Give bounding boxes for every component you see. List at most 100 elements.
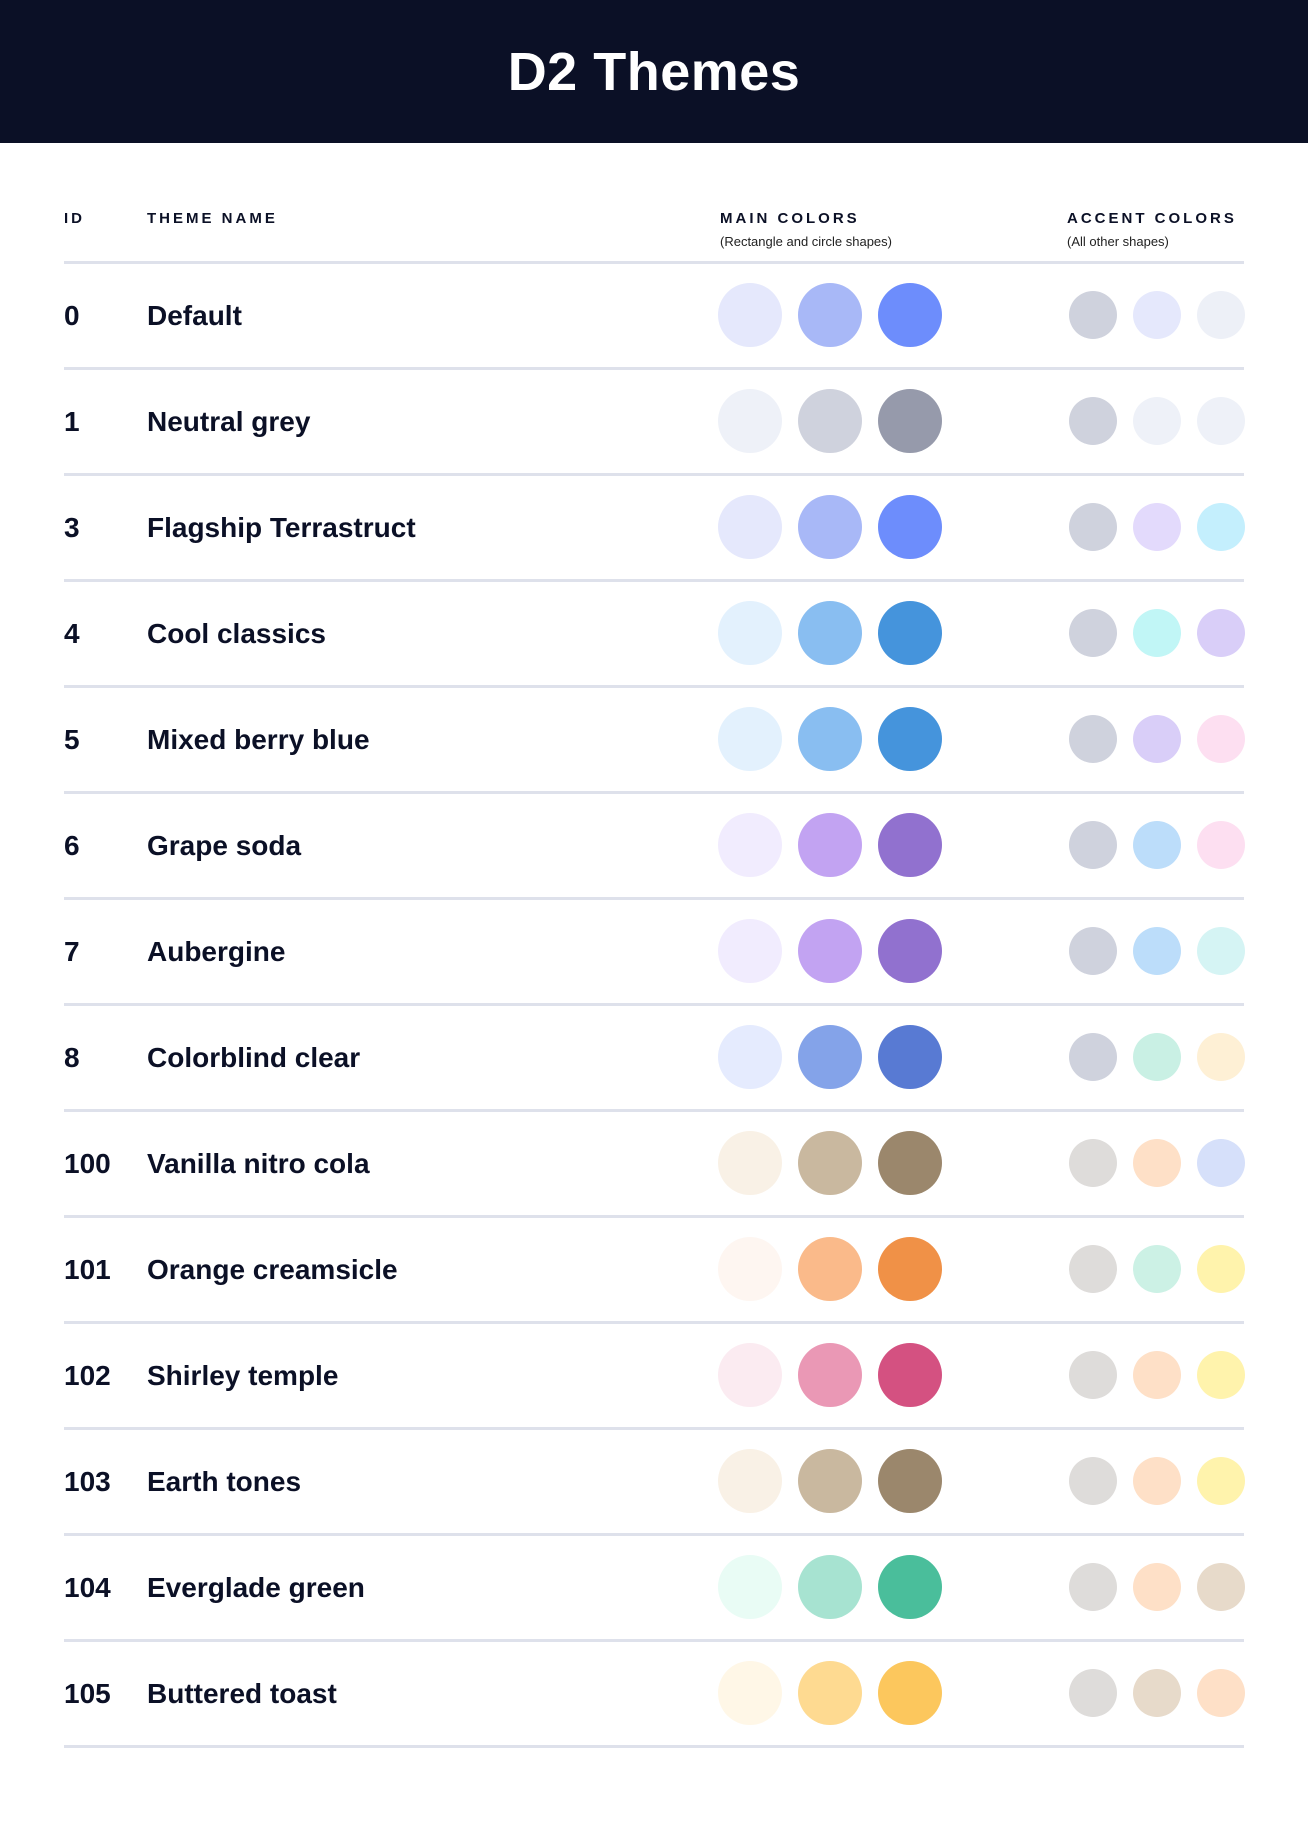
main-color-swatch [718,707,782,771]
main-color-swatch [798,495,862,559]
accent-color-swatch [1133,1457,1181,1505]
column-header-main-colors: MAIN COLORS [720,210,860,227]
table-row: 100 Vanilla nitro cola [64,1112,1245,1218]
main-color-swatch [878,389,942,453]
main-color-swatch [718,919,782,983]
main-color-swatch [878,813,942,877]
main-color-swatch [718,1661,782,1725]
table-row: 104 Everglade green [64,1536,1245,1642]
accent-color-swatch [1197,291,1245,339]
accent-color-swatch [1069,821,1117,869]
theme-name: Grape soda [147,830,302,861]
theme-id: 7 [64,936,80,967]
main-color-swatch [798,1661,862,1725]
accent-color-swatch [1197,1563,1245,1611]
accent-color-swatch [1069,1669,1117,1717]
main-color-swatch [878,1343,942,1407]
accent-colors-subtitle: (All other shapes) [1067,234,1169,249]
main-color-swatch [718,495,782,559]
main-colors [718,1555,942,1619]
page-header: D2 Themes [0,0,1308,143]
table-header: ID THEME NAME MAIN COLORS (Rectangle and… [64,208,1244,264]
accent-color-swatch [1069,1563,1117,1611]
accent-colors [1069,1563,1245,1611]
main-color-swatch [798,389,862,453]
main-colors [718,813,942,877]
accent-color-swatch [1133,503,1181,551]
main-color-swatch [878,707,942,771]
table-row: 101 Orange creamsicle [64,1218,1245,1324]
accent-color-swatch [1197,1245,1245,1293]
theme-id: 3 [64,512,80,543]
accent-colors [1069,503,1245,551]
theme-id: 100 [64,1148,111,1179]
main-color-swatch [798,919,862,983]
main-colors [718,1661,942,1725]
accent-color-swatch [1197,1457,1245,1505]
table-row: 8 Colorblind clear [64,1006,1245,1112]
theme-table: 0 Default 1 Neutral grey 3 Flagship Terr… [64,264,1245,1748]
main-color-swatch [718,601,782,665]
main-color-swatch [798,707,862,771]
main-color-swatch [718,1343,782,1407]
theme-name: Default [147,300,242,331]
theme-id: 6 [64,830,80,861]
theme-id: 104 [64,1572,111,1603]
accent-color-swatch [1133,291,1181,339]
theme-name: Buttered toast [147,1678,337,1709]
accent-colors [1069,1351,1245,1399]
theme-name: Neutral grey [147,406,311,437]
accent-color-swatch [1197,397,1245,445]
accent-colors [1069,609,1245,657]
theme-name: Earth tones [147,1466,302,1497]
theme-name: Flagship Terrastruct [147,512,416,543]
main-colors [718,1025,942,1089]
main-color-swatch [798,1131,862,1195]
accent-color-swatch [1133,1669,1181,1717]
accent-color-swatch [1069,1457,1117,1505]
main-colors [718,707,942,771]
accent-color-swatch [1133,821,1181,869]
main-colors [718,389,942,453]
accent-colors [1069,1033,1245,1081]
main-color-swatch [798,1343,862,1407]
theme-name: Everglade green [147,1572,365,1603]
main-colors [718,495,942,559]
accent-colors [1069,1669,1245,1717]
accent-color-swatch [1133,1563,1181,1611]
table-row: 3 Flagship Terrastruct [64,476,1245,582]
main-color-swatch [718,1237,782,1301]
accent-color-swatch [1133,1033,1181,1081]
accent-colors [1069,1139,1245,1187]
table-row: 0 Default [64,264,1245,370]
accent-color-swatch [1133,1139,1181,1187]
theme-name: Vanilla nitro cola [147,1148,370,1179]
accent-color-swatch [1197,503,1245,551]
table-row: 4 Cool classics [64,582,1245,688]
table-row: 1 Neutral grey [64,370,1245,476]
accent-color-swatch [1069,1139,1117,1187]
main-color-swatch [798,1025,862,1089]
main-color-swatch [878,1237,942,1301]
theme-name: Colorblind clear [147,1042,361,1073]
main-color-swatch [718,1449,782,1513]
theme-id: 103 [64,1466,111,1497]
main-colors [718,919,942,983]
accent-color-swatch [1069,1033,1117,1081]
accent-color-swatch [1197,1139,1245,1187]
accent-colors [1069,821,1245,869]
main-color-swatch [718,1131,782,1195]
main-color-swatch [718,813,782,877]
accent-color-swatch [1133,609,1181,657]
main-color-swatch [878,1661,942,1725]
main-color-swatch [798,1237,862,1301]
accent-color-swatch [1197,609,1245,657]
accent-color-swatch [1069,927,1117,975]
accent-color-swatch [1069,715,1117,763]
accent-color-swatch [1069,1351,1117,1399]
accent-color-swatch [1197,1033,1245,1081]
theme-name: Aubergine [147,936,286,967]
main-colors [718,1449,942,1513]
main-color-swatch [718,1025,782,1089]
table-row: 102 Shirley temple [64,1324,1245,1430]
